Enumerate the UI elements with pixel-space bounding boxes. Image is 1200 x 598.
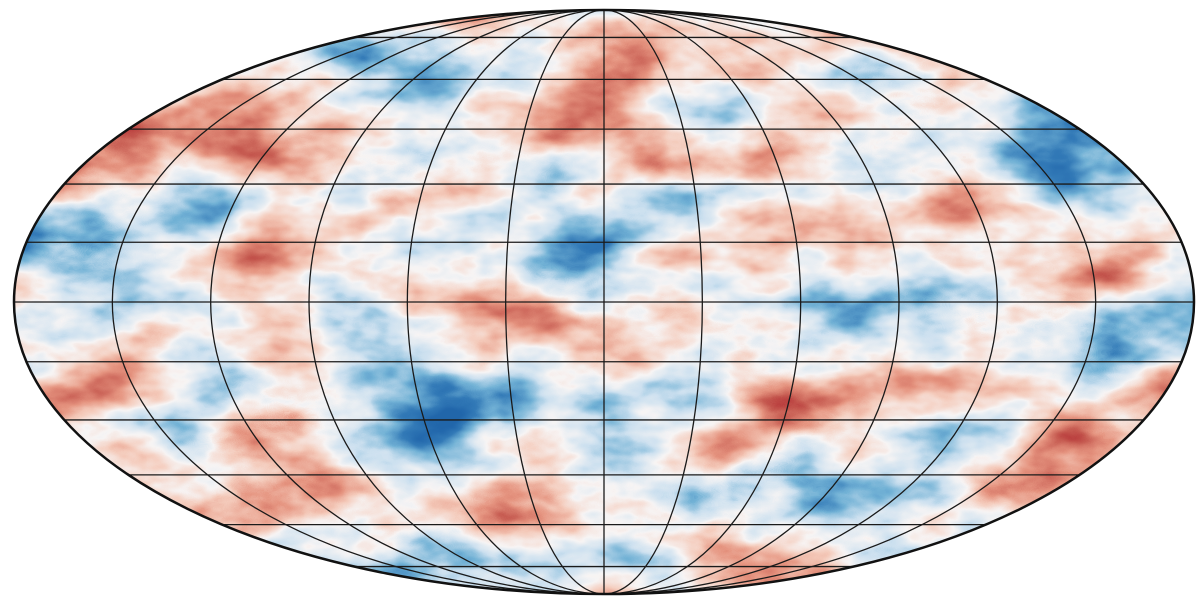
- page: (() => { JSON.parse(document.getElementB…: [0, 0, 1200, 598]
- map: [0, 0, 1200, 598]
